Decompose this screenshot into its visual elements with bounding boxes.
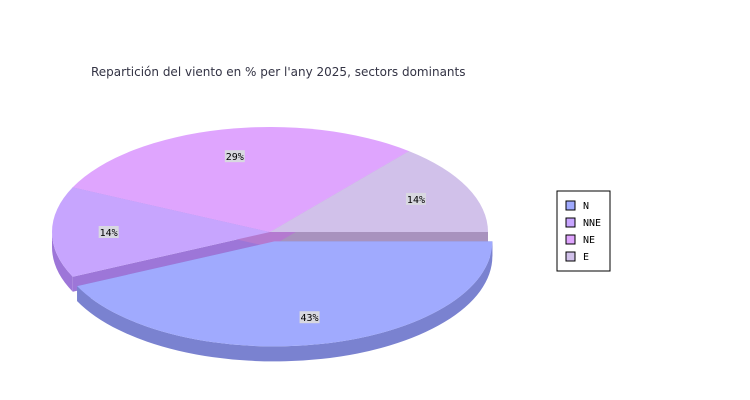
pct-label-ne: 29% (224, 150, 245, 163)
pct-label-text: 14% (407, 195, 425, 206)
legend-swatch (565, 217, 576, 228)
legend-label: N (583, 201, 589, 212)
pct-label-nne: 14% (98, 226, 119, 239)
legend-item-n: N (565, 200, 589, 212)
pct-label-text: 29% (226, 152, 244, 163)
legend-item-ne: NE (565, 234, 595, 246)
pct-label-bg (299, 311, 320, 324)
legend-item-nne: NNE (565, 217, 601, 229)
slice-n (77, 241, 493, 347)
legend-label: NNE (583, 218, 601, 229)
pct-label-bg (405, 192, 426, 205)
pct-label-text: 43% (301, 313, 319, 324)
pct-label-n: 43% (299, 311, 320, 324)
legend: N NNE NE E (556, 190, 611, 272)
slice-nne (52, 187, 270, 277)
legend-swatch (565, 234, 576, 245)
pct-label-e: 14% (405, 192, 426, 206)
pct-label-bg (98, 226, 119, 238)
slice-side-n-wall (77, 241, 493, 362)
chart-title: Repartición del viento en % per l'any 20… (91, 65, 465, 79)
pie-labels: 43% 14% 29% 14% (98, 150, 426, 324)
pie-slices (52, 127, 493, 347)
legend-swatch (565, 200, 576, 211)
legend-label: NE (583, 235, 595, 246)
legend-item-e: E (565, 251, 589, 263)
slice-ne (72, 127, 409, 232)
pct-label-bg (224, 150, 245, 163)
legend-label: E (583, 252, 589, 263)
legend-swatch (565, 251, 576, 262)
slice-e (270, 151, 488, 232)
slice-side-nne-wall (52, 232, 73, 292)
pct-label-text: 14% (100, 228, 118, 239)
